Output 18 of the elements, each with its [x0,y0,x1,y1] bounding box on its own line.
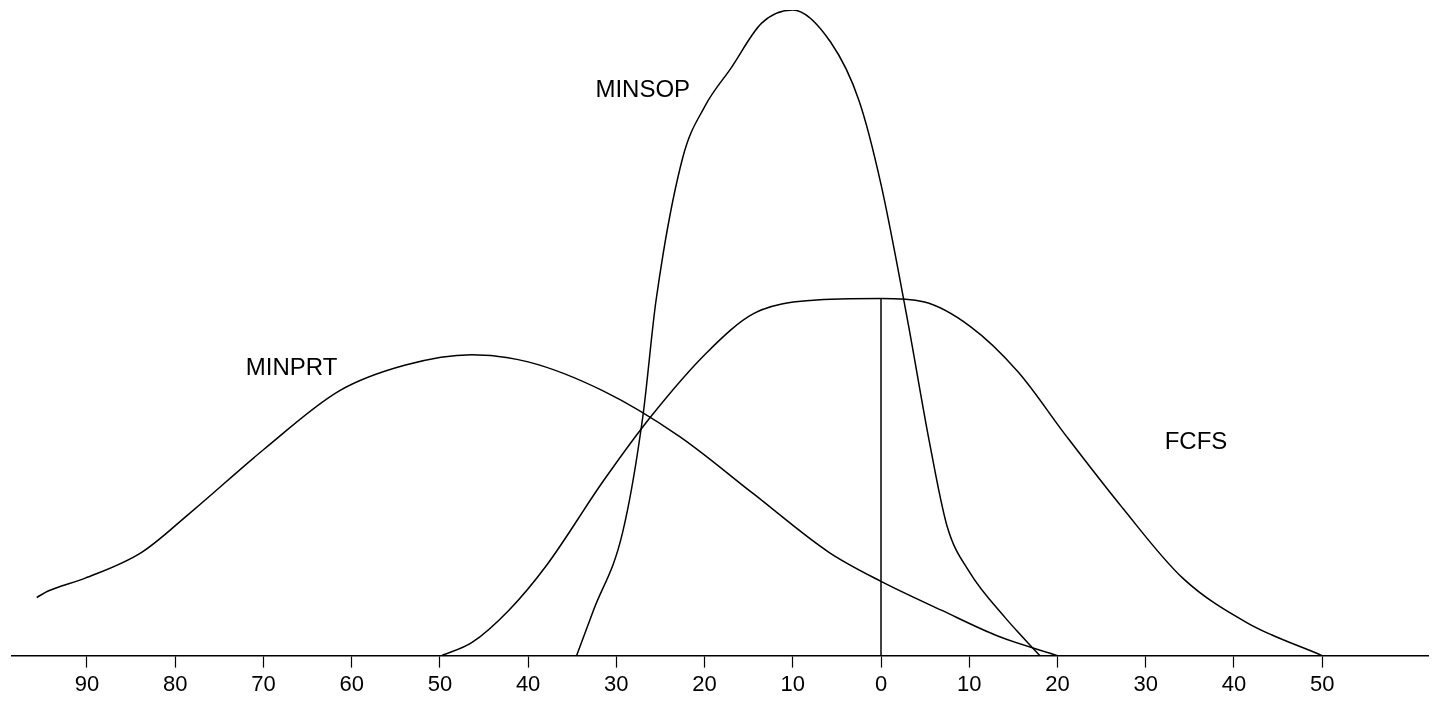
x-tick-label: 60 [339,670,364,696]
x-tick-label: 10 [780,670,806,696]
x-tick-label: 90 [74,670,100,696]
x-tick-label: 40 [1221,670,1247,696]
series-label: MINSOP [595,74,691,102]
x-tick-label: 30 [1133,670,1158,696]
x-tick-label: 50 [427,670,453,696]
x-tick-label: 20 [692,670,717,696]
series-label: MINPRT [245,353,338,381]
x-tick-label: 30 [604,670,629,696]
x-tick-label: 80 [162,670,188,696]
x-tick-label: 0 [874,670,888,696]
x-tick-label: 10 [956,670,982,696]
x-tick-label: 40 [515,670,541,696]
x-tick-label: 20 [1045,670,1070,696]
x-tick-label: 50 [1309,670,1335,696]
text: FCFS [1164,427,1228,455]
x-tick-label: 70 [251,670,276,696]
